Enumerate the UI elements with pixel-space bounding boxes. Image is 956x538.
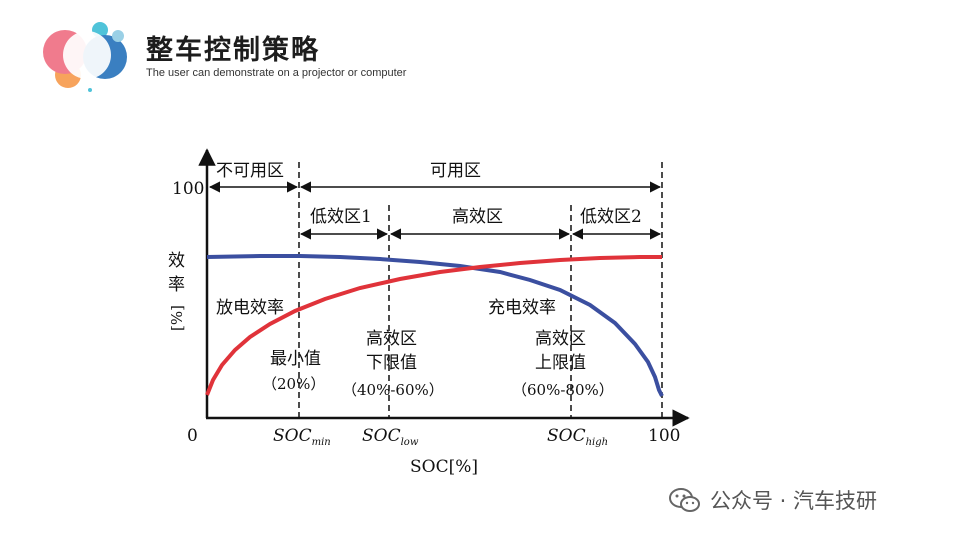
- upper-limit-line3: （60%-80%）: [512, 381, 614, 399]
- soc-high-label: SOChigh: [547, 426, 608, 448]
- region-usable-label: 可用区: [430, 161, 481, 181]
- region-low1-label: 低效区1: [310, 207, 372, 227]
- watermark: 公众号 · 汽车技研: [668, 483, 877, 517]
- min-value-line1: 最小值: [270, 349, 321, 369]
- upper-limit-line1: 高效区: [535, 329, 586, 349]
- logo-bubble: [63, 31, 111, 79]
- lower-limit-line3: （40%-60%）: [342, 381, 444, 399]
- soc-min-base: SOC: [273, 426, 312, 446]
- discharge-efficiency-curve: [206, 254, 664, 397]
- region-unusable-label: 不可用区: [216, 161, 284, 181]
- region-high-label: 高效区: [452, 207, 503, 227]
- soc-low-label: SOClow: [362, 426, 419, 448]
- soc-min-label: SOCmin: [273, 426, 331, 448]
- origin-label: 0: [187, 426, 198, 446]
- y-axis-label-2: 率: [168, 275, 185, 295]
- soc-high-base: SOC: [547, 426, 586, 446]
- discharge-label: 放电效率: [216, 298, 284, 318]
- page-title: 整车控制策略: [146, 35, 320, 66]
- page-subtitle: The user can demonstrate on a projector …: [146, 67, 407, 79]
- y-axis-label-1: 效: [168, 251, 185, 271]
- upper-limit-line2: 上限值: [535, 353, 586, 373]
- logo-bubbles-icon: [43, 22, 127, 92]
- soc-low-base: SOC: [362, 426, 401, 446]
- y-tick-100: 100: [172, 179, 204, 199]
- charge-efficiency-curve: [205, 255, 662, 396]
- watermark-text: 公众号 · 汽车技研: [710, 489, 878, 513]
- logo-bubble: [88, 88, 92, 92]
- x-tick-100: 100: [648, 426, 680, 446]
- soc-high-sub: high: [586, 437, 608, 448]
- charge-label: 充电效率: [488, 298, 556, 318]
- x-axis-label: SOC[%]: [410, 457, 478, 477]
- min-value-line2: （20%）: [262, 375, 325, 393]
- region-low2-label: 低效区2: [580, 207, 642, 227]
- y-axis-label-3: [%]: [168, 305, 186, 331]
- soc-min-sub: min: [312, 437, 331, 448]
- lower-limit-line1: 高效区: [366, 329, 417, 349]
- slide-header: 整车控制策略 The user can demonstrate on a pro…: [0, 0, 956, 110]
- logo-bubble: [112, 30, 124, 42]
- lower-limit-line2: 下限值: [366, 353, 417, 373]
- soc-low-sub: low: [401, 437, 419, 448]
- wechat-icon: [669, 488, 700, 512]
